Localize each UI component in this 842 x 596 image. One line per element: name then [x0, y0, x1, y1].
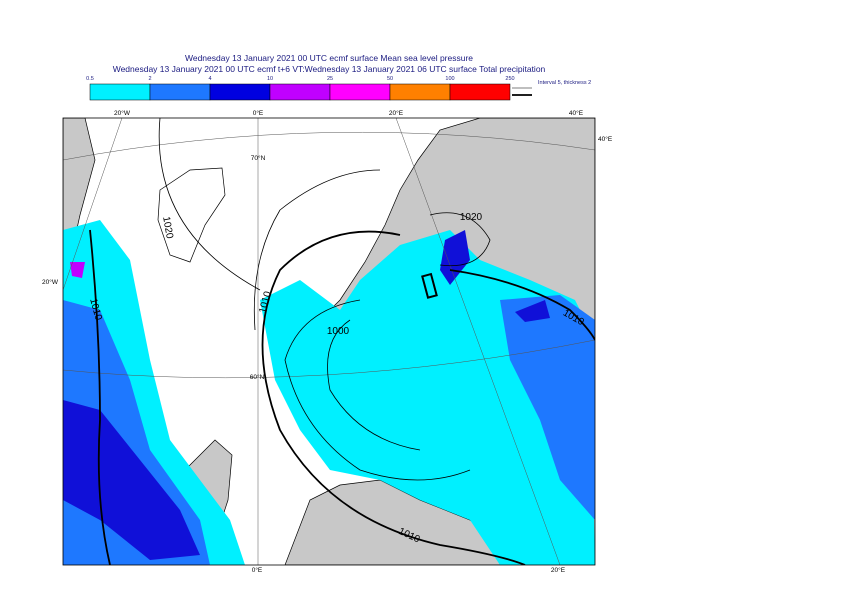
colorbar-swatch	[209, 83, 271, 101]
colorbar-label: 4	[208, 76, 211, 82]
colorbar-swatch	[89, 83, 151, 101]
colorbar-label: 10	[267, 76, 273, 82]
isobar-1020-north	[429, 212, 491, 267]
colorbar-swatch	[449, 83, 511, 101]
colorbar-label: 50	[387, 76, 393, 82]
colorbar: 0.5 2 4 10 25 50 100 250	[86, 76, 515, 101]
title-line-2: Wednesday 13 January 2021 00 UTC ecmf t+…	[113, 64, 546, 74]
colorbar-swatch	[269, 83, 331, 101]
graticule-label: 20°W	[42, 278, 59, 286]
graticule-label: 20°E	[389, 109, 404, 117]
map-area	[63, 118, 595, 565]
observation-box	[421, 272, 438, 299]
graticule-label: 20°W	[114, 109, 131, 117]
graticule-label: 70°N	[251, 154, 266, 162]
isobar-1010-main	[261, 230, 595, 565]
colorbar-swatch	[389, 83, 451, 101]
isobar-label: 1020	[160, 216, 175, 240]
svalbard	[157, 167, 226, 263]
graticule-label: 40°E	[569, 109, 584, 117]
meridian-20e	[395, 118, 561, 565]
precip-medium-east	[500, 295, 595, 520]
colorbar-label: 25	[327, 76, 333, 82]
graticule-label: 0°E	[252, 566, 263, 574]
graticule-label: 0°E	[253, 109, 264, 117]
colorbar-label: 250	[505, 76, 514, 82]
colorbar-label: 2	[148, 76, 151, 82]
colorbar-label: 100	[445, 76, 454, 82]
graticule-label: 40°E	[598, 135, 613, 143]
precip-heavy-west	[63, 400, 200, 560]
meridian-20w	[63, 118, 123, 291]
colorbar-swatch	[329, 83, 391, 101]
isobar-1005	[284, 299, 471, 481]
graticule-label: 20°E	[551, 566, 566, 574]
isobar-note: Interval 5, thickness 2	[538, 80, 591, 86]
isobar-label: 1020	[460, 212, 483, 223]
isobar-1010-west	[89, 229, 111, 565]
precip-heavy-north	[440, 230, 470, 285]
title-line-1: Wednesday 13 January 2021 00 UTC ecmf su…	[185, 53, 473, 63]
precip-violet	[70, 262, 85, 278]
parallel-60n	[63, 339, 595, 379]
parallel-70n	[63, 131, 595, 161]
isobar-1000	[327, 319, 421, 451]
map-frame	[62, 117, 596, 566]
colorbar-label: 0.5	[86, 76, 94, 82]
precip-heavy-east	[515, 300, 550, 322]
isobar-label: 1000	[327, 326, 350, 337]
colorbar-swatch	[149, 83, 211, 101]
isobar-1020-west	[158, 118, 381, 331]
graticule-label: 60°N	[250, 373, 265, 381]
